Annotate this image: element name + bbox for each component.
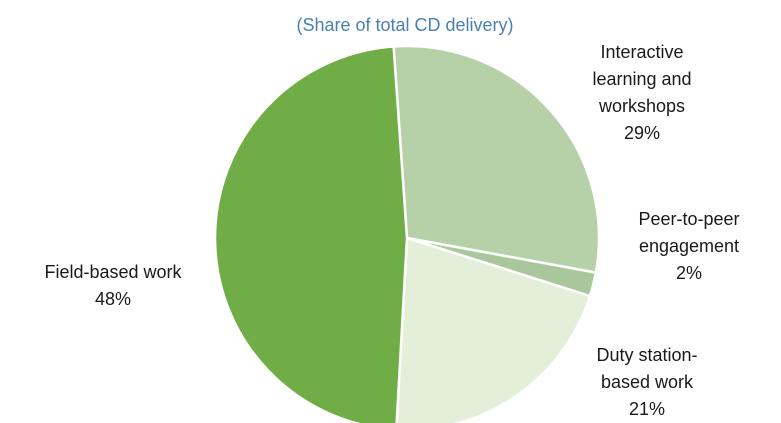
- slice-name-label: workshops: [598, 96, 685, 116]
- pie-slice-duty-station-based-work: [395, 236, 592, 423]
- slice-value-label: 48%: [95, 289, 131, 309]
- pie-labels: Interactive learning and workshops 29% Peer-…: [44, 42, 739, 419]
- slice-name-label: Field-based work: [44, 262, 182, 282]
- slice-name-label: Duty station-: [596, 345, 697, 365]
- slice-value-label: 2%: [676, 263, 702, 283]
- pie-slices: [213, 44, 601, 423]
- slice-value-label: 29%: [624, 123, 660, 143]
- pie-slice-interactive-learning-and-workshops: [392, 44, 601, 274]
- slice-name-label: Interactive: [600, 42, 683, 62]
- slice-value-label: 21%: [629, 399, 665, 419]
- slice-name-label: engagement: [639, 236, 739, 256]
- slice-name-label: based work: [601, 372, 694, 392]
- slice-name-label: Peer-to-peer: [638, 209, 739, 229]
- slice-label-field-based-work: Field-based work 48%: [44, 262, 182, 309]
- slice-name-label: learning and: [592, 69, 691, 89]
- slice-label-peer-to-peer-engagement: Peer-to-peer engagement 2%: [638, 209, 739, 283]
- chart-subtitle: (Share of total CD delivery): [296, 15, 513, 35]
- slice-label-duty-station-based-work: Duty station-based work 21%: [596, 345, 697, 419]
- pie-slice-field-based-work: [213, 45, 409, 423]
- slice-label-interactive-learning-and-workshops: Interactive learning and workshops 29%: [592, 42, 691, 143]
